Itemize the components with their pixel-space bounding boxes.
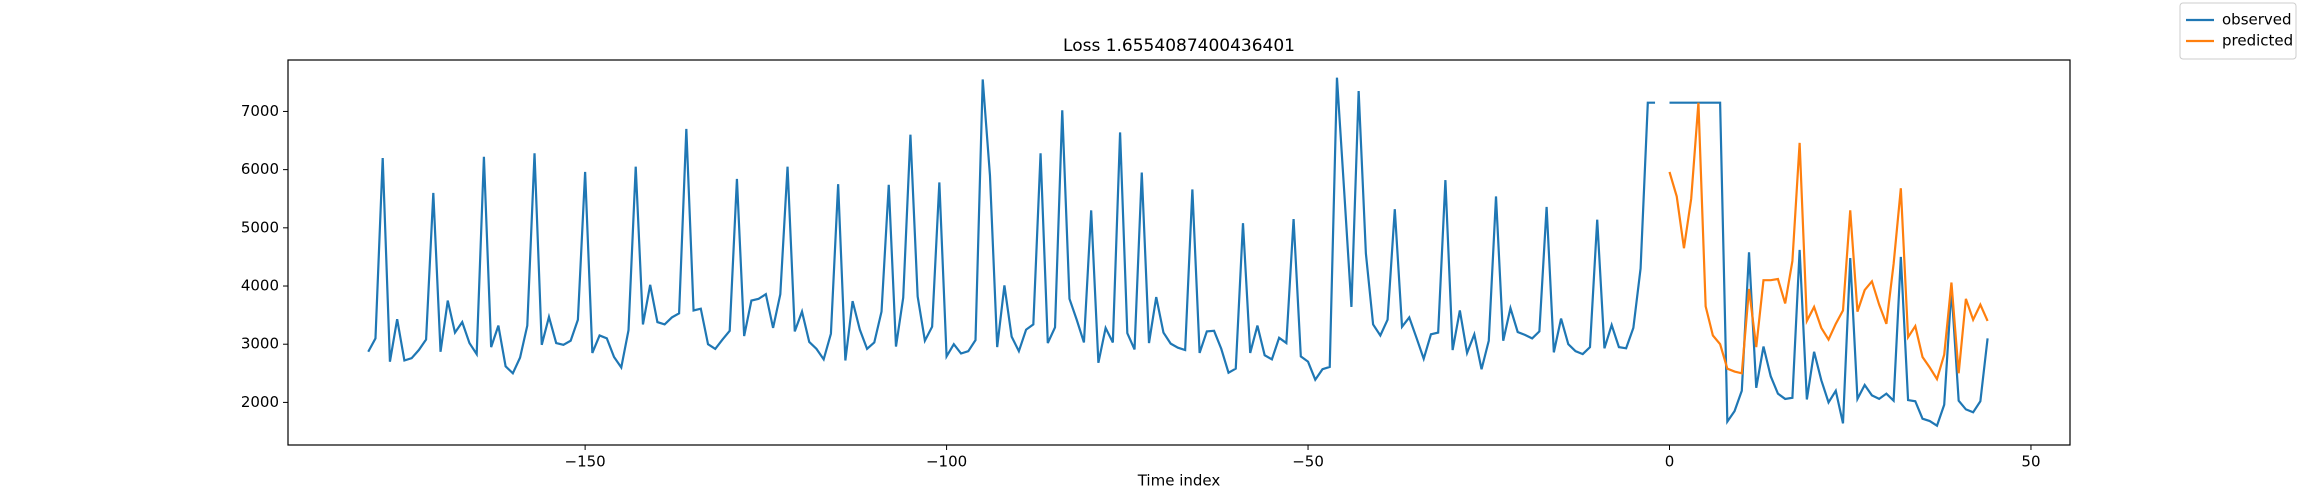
series-line <box>1668 102 1989 382</box>
y-tick-label: 2000 <box>241 393 279 411</box>
y-tick-label: 4000 <box>241 277 279 295</box>
y-tick-label: 3000 <box>241 335 279 353</box>
x-tick-label: 0 <box>1665 453 1675 471</box>
x-tick-label: 50 <box>2021 453 2040 471</box>
x-axis-label: Time index <box>1137 472 1221 490</box>
x-tick-label: −100 <box>926 453 967 471</box>
legend-label: observed <box>2222 11 2292 29</box>
legend-label: predicted <box>2222 32 2293 50</box>
y-tick-label: 6000 <box>241 160 279 178</box>
legend-box <box>2179 2 2297 60</box>
series-line <box>367 77 1989 428</box>
x-tick-label: −50 <box>1292 453 1324 471</box>
y-tick-label: 5000 <box>241 218 279 236</box>
x-tick-label: −150 <box>565 453 606 471</box>
chart-title: Loss 1.6554087400436401 <box>1063 36 1295 56</box>
y-tick-label: 7000 <box>241 102 279 120</box>
plot-area <box>287 59 2071 446</box>
